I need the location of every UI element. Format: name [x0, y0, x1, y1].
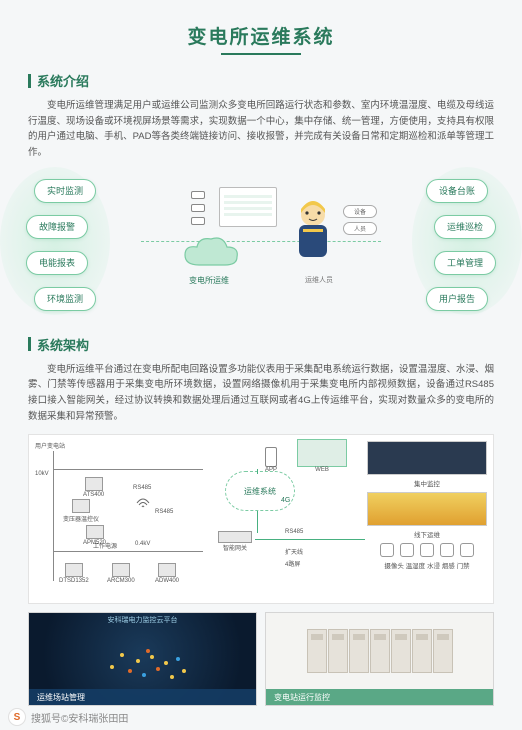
section-arch-header: 系统架构	[28, 335, 494, 354]
gateway-icon	[218, 531, 252, 543]
speech-person: 人员	[343, 222, 377, 235]
screenshot1-header: 安科瑞电力监控云平台	[29, 615, 256, 625]
photo-remote-maint	[367, 492, 487, 526]
page-title: 变电所运维系统	[28, 22, 494, 49]
rs485-label-3: RS485	[285, 529, 303, 535]
arch-left-tree: 用户变电站 10kV ATS400 变压器温控仪 APM520 0.4kV 工作…	[35, 441, 213, 599]
node-dtsd1352: DTSD1352	[59, 563, 89, 584]
water-icon	[420, 543, 434, 557]
section-bar	[28, 74, 31, 88]
center-monitor-label: 集中监控	[367, 478, 487, 488]
bubble-asset-ledger: 设备台账	[426, 179, 488, 203]
smoke-icon	[440, 543, 454, 557]
bubble-env-monitor: 环境监测	[34, 287, 96, 311]
title-underline	[221, 53, 301, 55]
watermark-logo: S	[8, 708, 26, 726]
gateway-node: 智能网关	[215, 531, 255, 552]
node-arcm300: ARCM300	[107, 563, 135, 584]
cabinet-render	[266, 613, 493, 689]
gateway-label: 智能网关	[215, 543, 255, 552]
worker-icon	[289, 199, 337, 269]
bus-04kv	[53, 551, 203, 552]
wifi-icon	[135, 497, 151, 509]
phone-icon	[265, 447, 277, 467]
elecline-label: 4路屏	[285, 559, 300, 568]
bubble-workorder: 工单管理	[434, 251, 496, 275]
bubble-ops-inspection: 运维巡检	[434, 215, 496, 239]
screenshot-row: 安科瑞电力监控云平台 运维场站管理	[28, 612, 494, 706]
watermark: S 搜狐号©安科瑞张田田	[8, 708, 128, 726]
door-icon	[460, 543, 474, 557]
screenshot1-caption: 运维场站管理	[29, 689, 256, 705]
web-label: WEB	[297, 467, 347, 473]
section-bar	[28, 337, 31, 351]
rs485-label-2: RS485	[155, 509, 173, 515]
remote-maint-label: 线下运维	[367, 529, 487, 539]
arch-right-col: 集中监控 线下运维 摄像头 温湿度 水浸 烟感 门禁	[367, 441, 487, 574]
monitor-icon	[219, 187, 277, 227]
worker-label: 运维人员	[305, 275, 333, 285]
map-dots	[106, 645, 190, 685]
watermark-text: 搜狐号©安科瑞张田田	[31, 710, 128, 725]
camera-icon	[380, 543, 394, 557]
center-cluster: 变电所运维 运维人员 设备 人员	[141, 179, 381, 299]
screenshot-substation-monitor: 变电站运行监控	[265, 612, 494, 706]
speech-device: 设备	[343, 205, 377, 218]
cloud-icon	[179, 233, 243, 273]
tenkv-label: 10kV	[35, 471, 49, 477]
section-intro-header: 系统介绍	[28, 71, 494, 90]
temp-humid-icon	[400, 543, 414, 557]
bus-vline	[53, 451, 54, 581]
bubble-energy-report: 电能报表	[26, 251, 88, 275]
station-label: 用户变电站	[35, 441, 65, 450]
arch-text: 变电所运维平台通过在变电所配电回路设置多功能仪表用于采集配电系统运行数据，设置温…	[28, 362, 494, 425]
screenshot-ops-station: 安科瑞电力监控云平台 运维场站管理	[28, 612, 257, 706]
sensor-row-label: 摄像头 温湿度 水浸 烟感 门禁	[367, 560, 487, 570]
photo-center-monitor	[367, 441, 487, 475]
sensor-icon-row	[367, 543, 487, 557]
mobile-devices-icon	[191, 191, 213, 225]
section-intro-title: 系统介绍	[37, 71, 89, 90]
bubble-user-report: 用户报告	[426, 287, 488, 311]
lowv-label: 0.4kV	[135, 541, 150, 547]
arch-cloud: 运维系统	[225, 471, 295, 511]
bubble-realtime-monitor: 实时监测	[34, 179, 96, 203]
intro-diagram: 实时监测 故障报警 电能报表 环境监测 设备台账 运维巡检 工单管理 用户报告 …	[28, 171, 494, 319]
cloud-label: 变电所运维	[189, 275, 229, 286]
arch-clients: APP WEB	[265, 439, 347, 473]
bus-10kv	[53, 469, 203, 470]
power-label: 工作电源	[93, 541, 117, 550]
node-ats400: ATS400	[83, 477, 104, 498]
bubble-fault-alarm: 故障报警	[26, 215, 88, 239]
rs485-label-1: RS485	[133, 485, 151, 491]
speech-bubbles: 设备 人员	[343, 205, 377, 251]
section-arch-title: 系统架构	[37, 335, 89, 354]
node-transformer: 变压器温控仪	[63, 499, 99, 523]
arch-diagram: APP WEB 运维系统 4G 智能网关 用户变电站 10kV ATS400	[28, 434, 494, 604]
intro-text: 变电所运维管理满足用户或运维公司监测众多变电所回路运行状态和参数、室内环境温湿度…	[28, 98, 494, 161]
screenshot2-caption: 变电站运行监控	[266, 689, 493, 705]
fourg-label: 4G	[281, 497, 290, 504]
web-screen-icon	[297, 439, 347, 467]
antenna-label: 扩天线	[285, 547, 303, 556]
node-adw400: ADW400	[155, 563, 179, 584]
